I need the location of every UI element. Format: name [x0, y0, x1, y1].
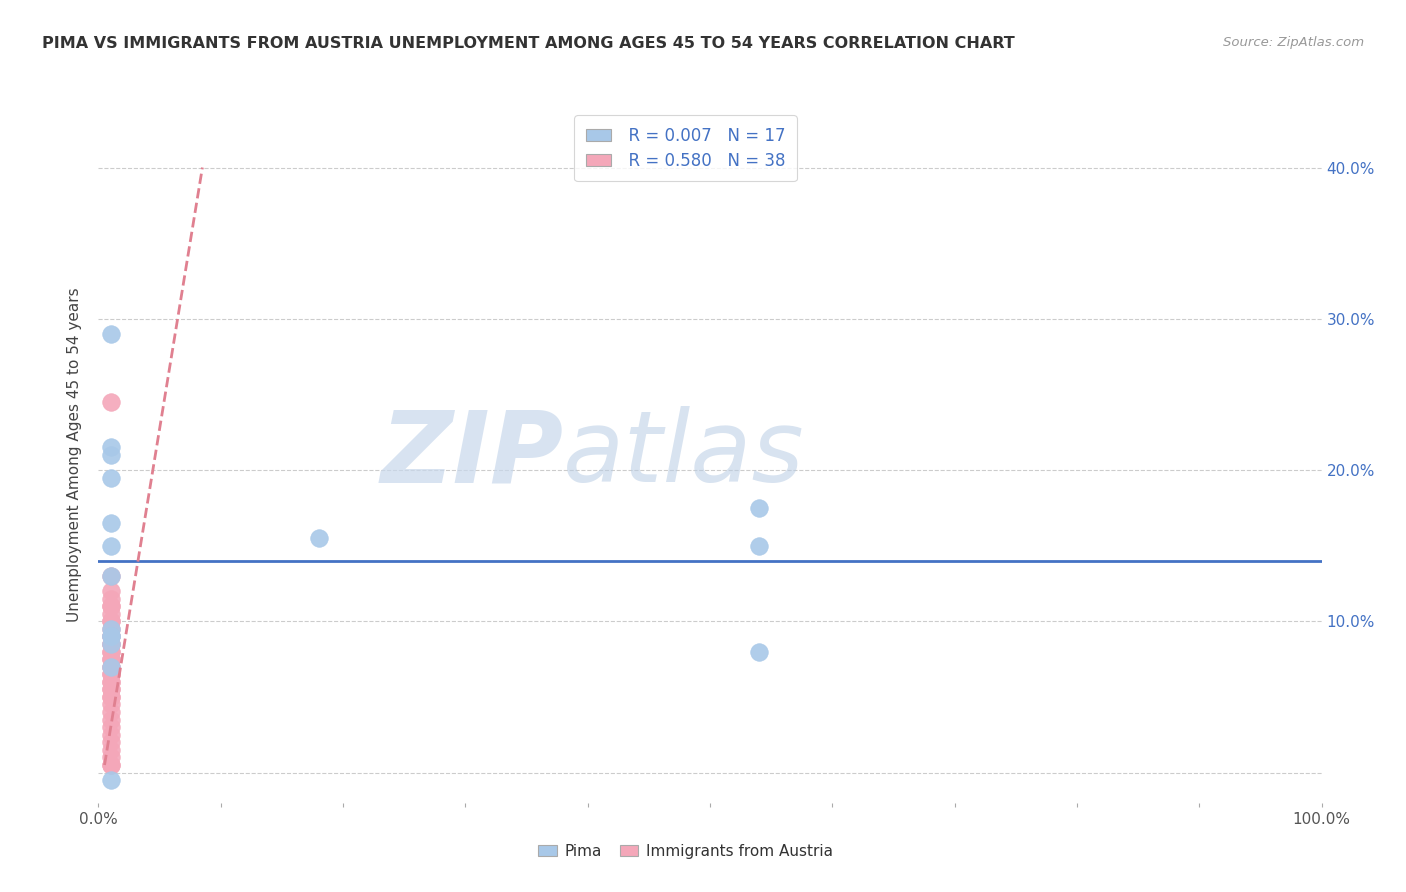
Point [100, 622, 122, 636]
Point [748, 644, 770, 658]
Point [100, 667, 122, 681]
Point [100, 441, 122, 455]
Point [100, 615, 122, 629]
Point [100, 659, 122, 673]
Point [100, 629, 122, 643]
Point [100, 743, 122, 757]
Point [100, 758, 122, 772]
Point [100, 591, 122, 606]
Point [100, 569, 122, 583]
Point [100, 667, 122, 681]
Point [100, 599, 122, 614]
Text: atlas: atlas [564, 407, 804, 503]
Text: PIMA VS IMMIGRANTS FROM AUSTRIA UNEMPLOYMENT AMONG AGES 45 TO 54 YEARS CORRELATI: PIMA VS IMMIGRANTS FROM AUSTRIA UNEMPLOY… [42, 36, 1015, 51]
Point [100, 637, 122, 651]
Point [100, 698, 122, 712]
Point [100, 652, 122, 666]
Point [100, 682, 122, 697]
Point [100, 750, 122, 764]
Point [100, 652, 122, 666]
Point [100, 569, 122, 583]
Point [100, 599, 122, 614]
Point [100, 720, 122, 734]
Point [100, 674, 122, 689]
Y-axis label: Unemployment Among Ages 45 to 54 years: Unemployment Among Ages 45 to 54 years [67, 287, 83, 623]
Text: Source: ZipAtlas.com: Source: ZipAtlas.com [1223, 36, 1364, 49]
Point [100, 644, 122, 658]
Point [100, 758, 122, 772]
Point [100, 728, 122, 742]
Point [100, 629, 122, 643]
Point [100, 539, 122, 553]
Point [100, 584, 122, 599]
Point [100, 674, 122, 689]
Point [100, 622, 122, 636]
Text: ZIP: ZIP [380, 407, 564, 503]
Point [100, 326, 122, 341]
Point [100, 644, 122, 658]
Point [100, 470, 122, 484]
Point [100, 448, 122, 462]
Point [100, 735, 122, 749]
Point [100, 659, 122, 673]
Legend: Pima, Immigrants from Austria: Pima, Immigrants from Austria [531, 838, 839, 864]
Point [100, 395, 122, 409]
Point [748, 539, 770, 553]
Point [100, 773, 122, 788]
Point [100, 659, 122, 673]
Point [100, 607, 122, 621]
Point [100, 516, 122, 530]
Point [100, 690, 122, 704]
Point [100, 682, 122, 697]
Point [100, 637, 122, 651]
Point [100, 713, 122, 727]
Point [748, 500, 770, 515]
Point [100, 629, 122, 643]
Point [100, 637, 122, 651]
Point [100, 615, 122, 629]
Point [308, 531, 330, 545]
Point [100, 705, 122, 719]
Point [100, 629, 122, 643]
Point [100, 690, 122, 704]
